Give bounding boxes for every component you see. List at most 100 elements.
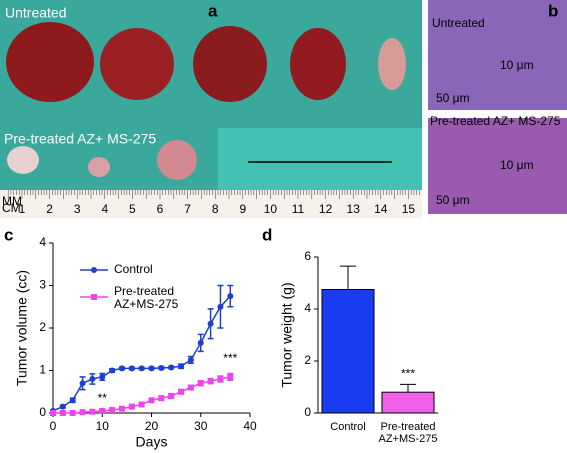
tumor [157,140,197,180]
marker [109,367,116,374]
y-tick-label: 6 [304,249,311,263]
marker [79,380,86,387]
marker [187,356,194,363]
marker [99,407,106,414]
marker [168,364,175,371]
marker [178,388,185,395]
y-tick-label: 3 [39,278,46,292]
legend-text: Pre-treated AZ+MS-275 [114,285,179,311]
marker [69,410,76,416]
scale: 10 μm [500,158,534,172]
marker [148,365,155,372]
y-tick-label: 2 [304,353,311,367]
scale: 50 μm [436,193,470,207]
y-tick-label: 4 [39,235,46,249]
marker [207,320,214,327]
annotation: *** [223,351,237,365]
label: Untreated [432,16,485,30]
y-tick-label: 0 [39,405,46,419]
marker [50,410,56,416]
legend-label: Control [114,263,153,276]
marker [227,373,234,380]
ruler-unit: MM [2,194,22,208]
ruler-number: 9 [239,202,246,216]
tumor [7,146,39,174]
histology [428,0,567,110]
x-tick-label: 0 [50,419,57,433]
y-tick-label: 4 [304,301,311,315]
ruler-number: 7 [184,202,191,216]
marker [138,401,145,408]
ruler-number: 12 [319,202,333,216]
ruler-number: 8 [212,202,219,216]
ruler-unit: CM [2,201,21,215]
label: Pre-treated AZ+ MS-275 [430,114,561,128]
marker [118,405,125,412]
ruler-number: 10 [264,202,278,216]
ruler-number: 14 [374,202,388,216]
panel-letter: a [208,1,218,20]
panel-letter: b [548,1,558,20]
ruler-number: 5 [129,202,136,216]
marker [69,397,76,404]
tumor [6,22,94,102]
marker [118,365,125,372]
y-tick-label: 1 [39,363,46,377]
marker [89,376,96,382]
tumor [193,26,267,102]
scale: 50 μm [436,91,470,105]
ruler-number: 2 [46,202,53,216]
x-tick-label: 40 [243,419,257,433]
ruler-number: 1 [19,202,26,216]
marker [128,403,135,410]
label: Untreated [5,5,66,21]
inset [218,128,422,190]
x-tick-label: 30 [194,419,208,433]
marker [217,303,224,310]
marker [158,364,165,371]
panel-letter: d [262,225,272,244]
x-axis-label: Days [136,434,168,450]
marker [207,378,214,385]
marker [89,408,96,415]
marker [109,407,116,414]
marker [217,376,224,382]
tumor [290,28,346,100]
legend-marker [91,294,97,300]
y-tick-label: 2 [39,320,46,334]
marker [99,373,106,380]
annotation: ** [98,391,108,405]
marker [187,384,194,391]
label: Pre-treated AZ+ MS-275 [4,131,156,147]
marker [158,395,165,402]
marker [59,410,66,416]
y-tick-label: 0 [304,405,311,419]
ruler-number: 6 [157,202,164,216]
marker [168,393,175,399]
ruler [0,190,422,218]
marker [138,365,145,372]
tumor [100,28,174,100]
tumor [378,38,406,90]
ruler-number: 15 [402,202,416,216]
marker [148,397,155,404]
legend-text: Control [114,263,153,276]
marker [227,293,234,300]
x-tick-label: Pre-treated AZ+MS-275 [378,421,438,445]
bar [321,289,375,414]
error-bar [340,265,356,290]
scale: 10 μm [500,58,534,72]
marker [79,409,86,416]
bar [381,391,435,414]
ruler-number: 11 [292,202,305,216]
marker [178,363,185,370]
annotation: *** [401,367,415,381]
x-tick-label: 10 [96,419,110,433]
histology [428,118,567,214]
error-bar [400,383,416,393]
panel-letter: c [4,225,13,244]
ruler-number: 13 [347,202,361,216]
ruler-number: 4 [101,202,108,216]
marker [197,380,204,387]
